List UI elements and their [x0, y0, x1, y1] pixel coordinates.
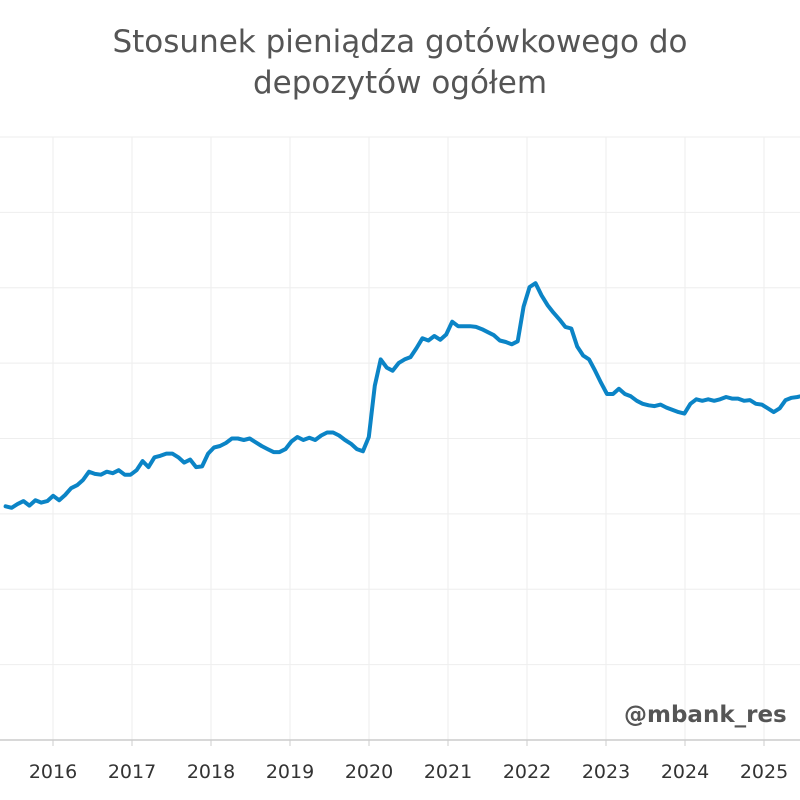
- x-tick-label: 2016: [29, 761, 77, 783]
- x-tick-label: 2023: [582, 761, 630, 783]
- x-tick-label: 2021: [424, 761, 472, 783]
- x-tick-label: 2025: [740, 761, 788, 783]
- x-axis: 2016 2017 2018 2019 2020 2021 2022 2023 2024 2025: [0, 739, 800, 783]
- chart-title-line-2: depozytów ogółem: [252, 65, 548, 101]
- chart-series: [3, 281, 800, 510]
- chart-title: Stosunek pieniądza gotówkowego do depozy…: [0, 22, 800, 104]
- chart-title-line-1: Stosunek pieniądza gotówkowego do: [112, 24, 688, 60]
- x-tick-label: 2018: [187, 761, 235, 783]
- x-tick-label: 2022: [503, 761, 551, 783]
- series-line: [3, 281, 800, 510]
- chart-grid: [0, 136, 800, 740]
- watermark: @mbank_res: [624, 702, 787, 728]
- x-tick-label: 2024: [661, 761, 709, 783]
- x-tick-label: 2017: [108, 761, 156, 783]
- x-tick-label: 2019: [266, 761, 314, 783]
- x-tick-label: 2020: [345, 761, 393, 783]
